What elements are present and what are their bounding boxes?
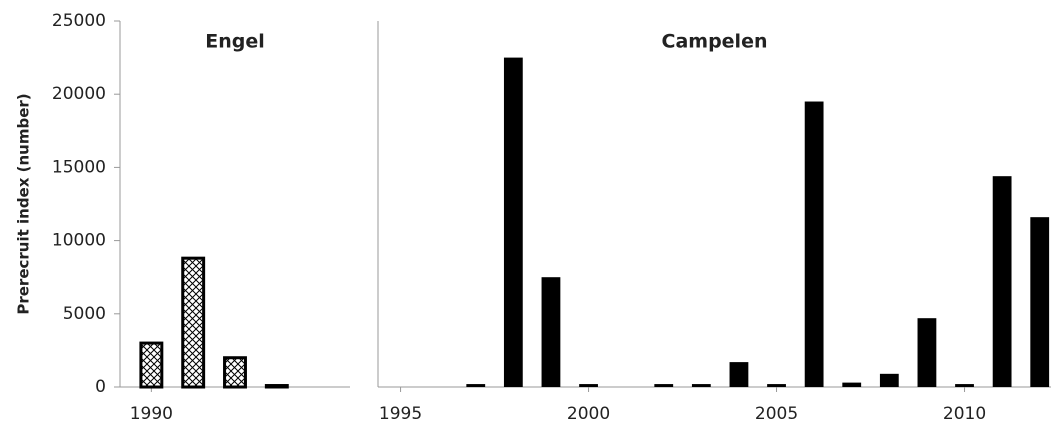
x-tick-label: 2005	[755, 404, 798, 424]
y-tick-label: 0	[95, 377, 106, 397]
y-tick-label: 10000	[52, 231, 106, 251]
y-tick-label: 20000	[52, 84, 106, 104]
bar	[767, 384, 786, 387]
bar	[181, 256, 206, 389]
bar	[691, 384, 711, 387]
bar	[503, 57, 523, 387]
bar	[264, 384, 289, 389]
bar	[879, 373, 899, 387]
x-tick-label: 2010	[943, 404, 986, 424]
y-tick-label: 5000	[63, 304, 106, 324]
panel-title: Engel	[205, 31, 265, 53]
bar	[541, 277, 561, 387]
bar	[729, 362, 749, 387]
x-tick-label: 1995	[379, 404, 422, 424]
bar	[842, 382, 862, 387]
bar	[139, 341, 164, 389]
bar	[579, 384, 598, 387]
y-tick-label: 25000	[52, 11, 106, 31]
bar	[955, 384, 974, 387]
bar	[917, 318, 937, 387]
y-tick-label: 15000	[52, 157, 106, 177]
panel-title: Campelen	[662, 31, 768, 53]
bar	[466, 384, 486, 387]
bar	[1030, 217, 1050, 387]
x-tick-label: 2000	[567, 404, 610, 424]
bar	[804, 101, 824, 388]
y-axis-label: Prerecruit index (number)	[15, 93, 33, 314]
bar	[654, 384, 674, 387]
bar	[992, 176, 1012, 387]
x-tick-label: 1990	[130, 404, 173, 424]
bar	[223, 356, 247, 389]
